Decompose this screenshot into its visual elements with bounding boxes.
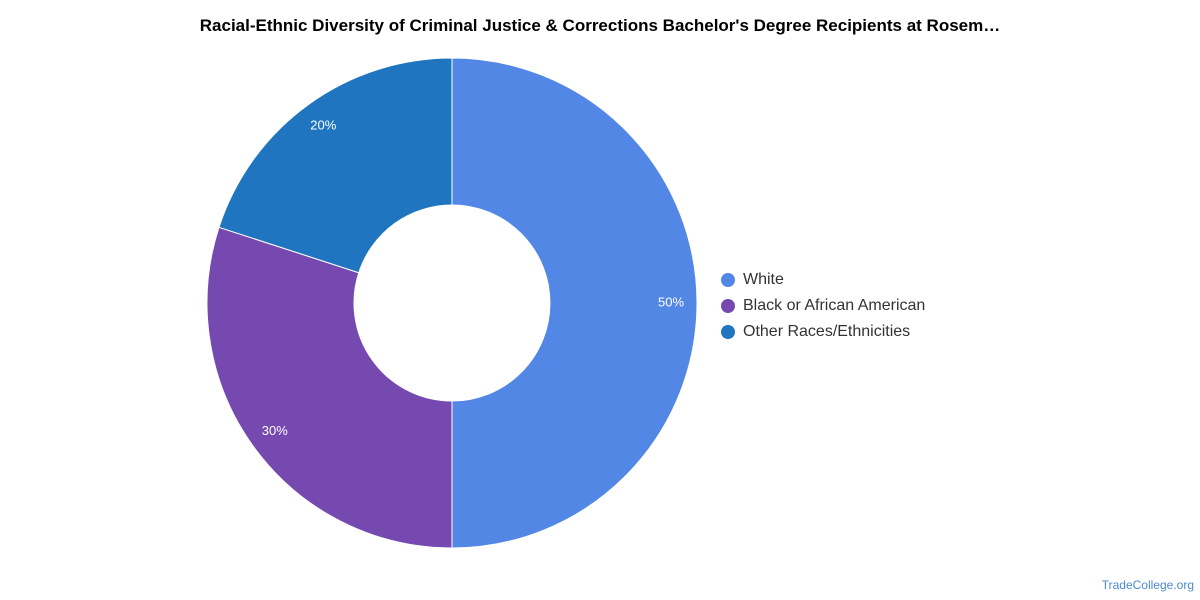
chart-title: Racial-Ethnic Diversity of Criminal Just…	[199, 16, 1001, 35]
legend-item-other-races-ethnicities[interactable]: Other Races/Ethnicities	[721, 319, 925, 345]
slice-label: 20%	[310, 117, 336, 132]
slice-other-races-ethnicities[interactable]	[218, 57, 453, 274]
slice-label: 50%	[658, 294, 684, 309]
legend: White Black or African American Other Ra…	[721, 267, 925, 345]
legend-label: White	[743, 271, 784, 288]
slice-black-or-african-american[interactable]	[206, 226, 453, 549]
legend-item-black-or-african-american[interactable]: Black or African American	[721, 293, 925, 319]
legend-swatch	[721, 325, 735, 339]
slices-group	[206, 57, 698, 549]
source-link[interactable]: TradeCollege.org	[1101, 578, 1194, 592]
legend-label: Other Races/Ethnicities	[743, 323, 911, 340]
legend-label: Black or African American	[743, 297, 926, 314]
legend-item-white[interactable]: White	[721, 267, 925, 293]
legend-swatch	[721, 273, 735, 287]
slice-label: 30%	[262, 423, 288, 438]
slice-labels-group: 50% 30% 20%	[262, 117, 685, 438]
slice-white[interactable]	[451, 57, 698, 549]
legend-swatch	[721, 299, 735, 313]
